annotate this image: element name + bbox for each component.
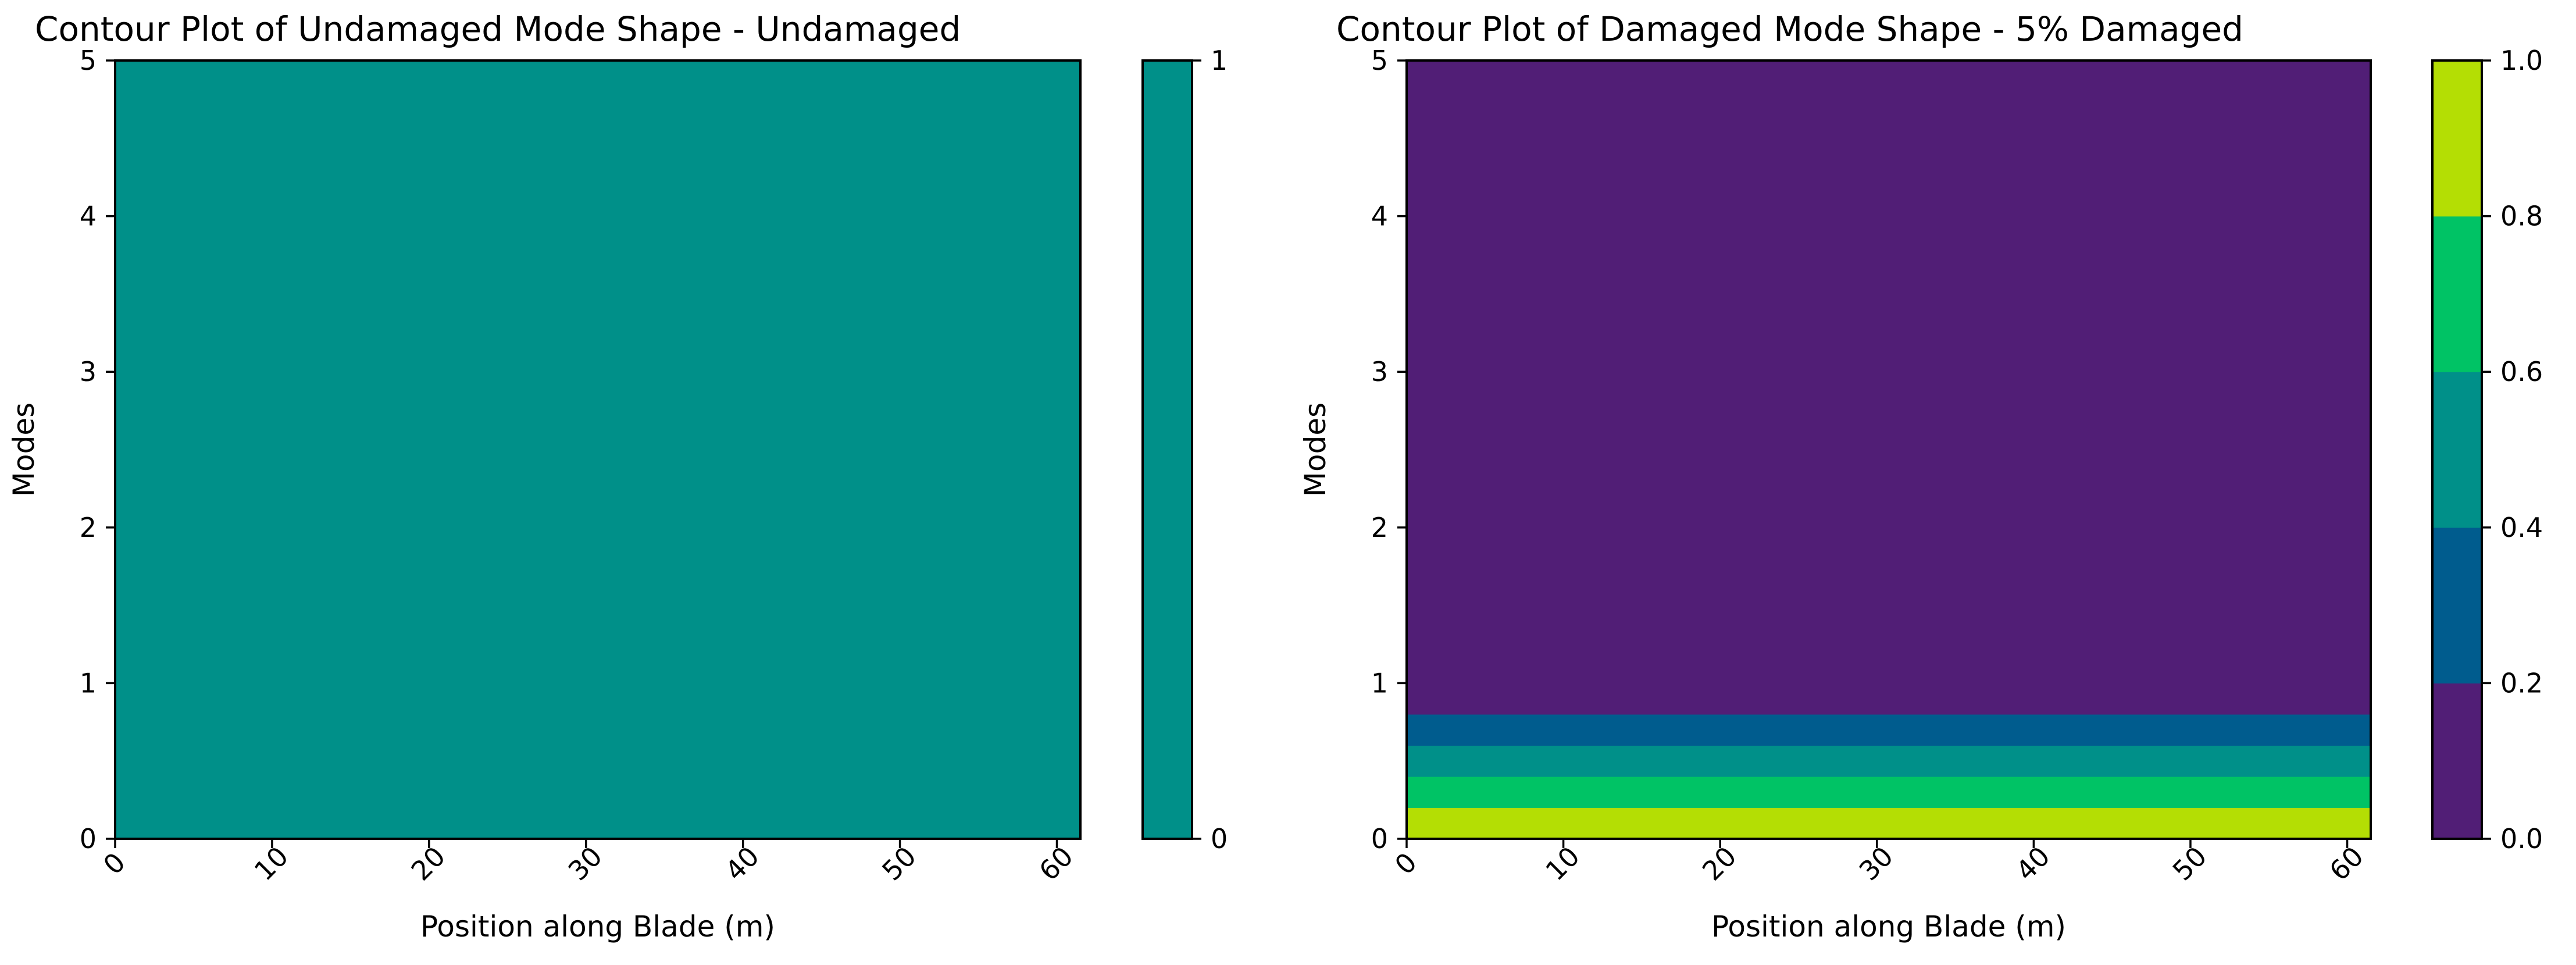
chart-title: Contour Plot of Damaged Mode Shape - 5% … <box>1336 9 2243 49</box>
y-tick-label: 1 <box>1371 667 1388 699</box>
colorbar-tick-label: 0.2 <box>2500 667 2543 699</box>
colorbar-level <box>2432 527 2482 683</box>
contour-band <box>1407 60 2371 715</box>
y-axis-label: Modes <box>7 403 41 497</box>
y-axis-label: Modes <box>1298 403 1332 497</box>
colorbar-tick-label: 1 <box>1211 45 1228 76</box>
chart-title: Contour Plot of Undamaged Mode Shape - U… <box>35 9 961 49</box>
colorbar-tick-label: 0.0 <box>2500 823 2543 854</box>
x-tick-label: 40 <box>2010 841 2056 887</box>
y-tick-label: 4 <box>80 201 97 232</box>
y-tick-label: 2 <box>1371 512 1388 543</box>
colorbar-level <box>2432 60 2482 217</box>
x-tick-label: 10 <box>1539 841 1586 887</box>
colorbar-tick-label: 0.8 <box>2500 201 2543 232</box>
y-tick-label: 1 <box>80 667 97 699</box>
colorbar-level <box>2432 372 2482 528</box>
x-tick-label: 10 <box>248 841 295 887</box>
colorbar-tick-label: 0 <box>1211 823 1228 854</box>
contour-band <box>115 60 1080 839</box>
x-tick-label: 20 <box>405 841 452 887</box>
plot-frame <box>114 59 1082 840</box>
y-tick-label: 5 <box>1371 45 1388 76</box>
x-tick-label: 50 <box>2167 841 2213 887</box>
contour-band <box>1407 807 2371 839</box>
x-axis-label: Position along Blade (m) <box>1711 910 2066 943</box>
x-tick-label: 0 <box>1389 846 1423 881</box>
y-tick-label: 5 <box>80 45 97 76</box>
y-tick-label: 3 <box>80 356 97 387</box>
y-tick-label: 0 <box>1371 823 1388 854</box>
contour-band <box>1407 776 2371 809</box>
y-tick-label: 3 <box>1371 356 1388 387</box>
contour-band <box>1407 745 2371 777</box>
plot-frame <box>1405 59 2372 840</box>
x-tick-label: 30 <box>1853 841 1900 887</box>
x-tick-label: 60 <box>1033 841 1079 887</box>
colorbar-frame <box>1141 59 1193 840</box>
x-tick-label: 40 <box>719 841 765 887</box>
colorbar-frame <box>2431 59 2483 840</box>
x-tick-label: 20 <box>1696 841 1743 887</box>
colorbar-level <box>2432 683 2482 839</box>
contour-band <box>1407 714 2371 746</box>
chart-damaged: Contour Plot of Damaged Mode Shape - 5% … <box>1298 9 2543 943</box>
x-tick-label: 50 <box>876 841 922 887</box>
colorbar-tick-label: 1.0 <box>2500 45 2543 76</box>
x-tick-label: 30 <box>562 841 609 887</box>
y-tick-label: 2 <box>80 512 97 543</box>
colorbar-tick-label: 0.4 <box>2500 512 2543 543</box>
y-tick-label: 4 <box>1371 201 1388 232</box>
y-tick-label: 0 <box>80 823 97 854</box>
x-axis-label: Position along Blade (m) <box>420 910 775 943</box>
chart-undamaged: Contour Plot of Undamaged Mode Shape - U… <box>7 9 1228 943</box>
x-tick-label: 60 <box>2323 841 2370 887</box>
colorbar-tick-label: 0.6 <box>2500 356 2543 387</box>
colorbar-level <box>1143 60 1192 839</box>
x-tick-label: 0 <box>97 846 131 881</box>
colorbar-level <box>2432 216 2482 372</box>
